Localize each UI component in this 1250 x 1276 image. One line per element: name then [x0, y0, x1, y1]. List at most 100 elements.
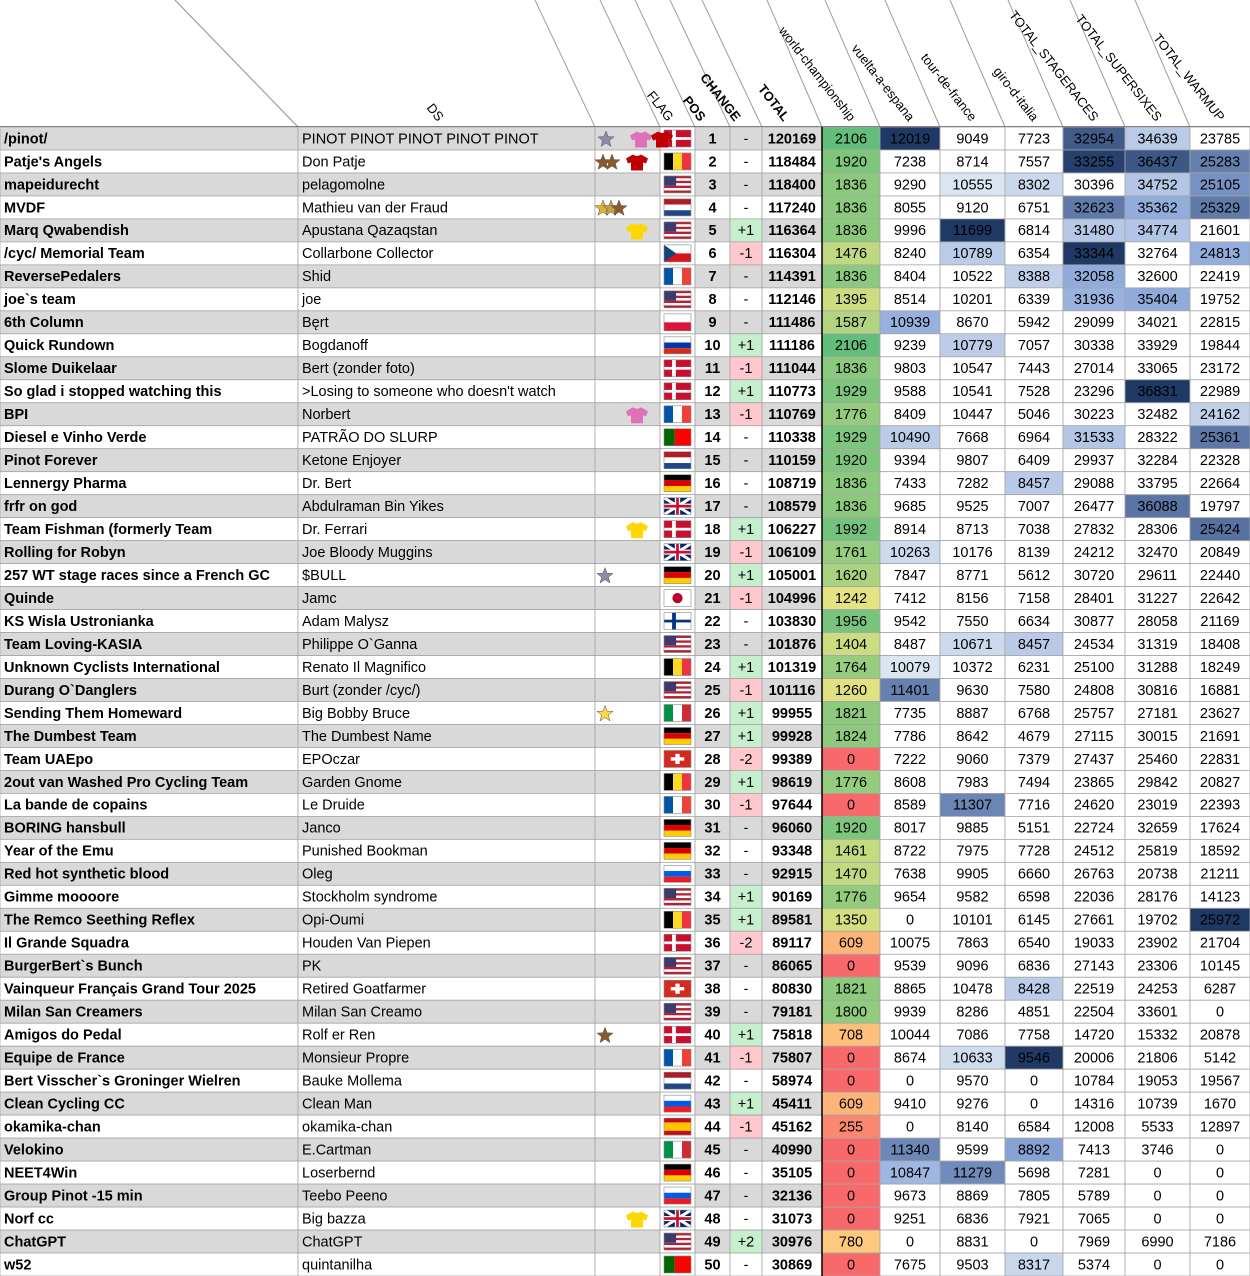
flag-border: [663, 152, 692, 171]
score: 7007: [1018, 499, 1050, 515]
team-name: frfr on god: [4, 499, 77, 515]
flag-part: [682, 152, 691, 170]
score: 21691: [1200, 729, 1240, 745]
change: -: [744, 1188, 749, 1204]
cell: [594, 172, 661, 197]
flag-part: [664, 1100, 691, 1107]
score: 28322: [1137, 430, 1177, 446]
score: 1836: [835, 476, 867, 492]
team-name: ReversePedalers: [4, 269, 121, 285]
score: 1956: [835, 614, 867, 630]
score: 7969: [1078, 1234, 1110, 1250]
flag-part: [664, 825, 691, 831]
score: 22419: [1200, 269, 1240, 285]
team-name: Amigos do Pedal: [4, 1028, 122, 1044]
flag-part: [664, 1017, 691, 1021]
flag-part: [664, 957, 677, 967]
header-divider: [766, 0, 823, 128]
total: 101876: [768, 637, 816, 653]
score: 22724: [1074, 821, 1114, 837]
score: 1670: [1204, 1096, 1236, 1112]
flag-icon: [663, 405, 692, 424]
flag-part: [673, 911, 682, 929]
flag-border: [663, 773, 692, 791]
score: 11699: [953, 223, 992, 239]
flag-part: [682, 704, 691, 722]
ds-name: Milan San Creamo: [302, 1005, 422, 1021]
flag-icon: [663, 244, 692, 263]
score: 10079: [890, 660, 930, 676]
score: 0: [847, 798, 855, 814]
position: 43: [704, 1096, 720, 1112]
team-name: BPI: [4, 407, 28, 423]
score: 31288: [1137, 660, 1177, 676]
score: 7983: [956, 775, 988, 791]
score: 32764: [1137, 246, 1177, 262]
team-name: Quick Rundown: [4, 338, 114, 354]
score: 5942: [1018, 315, 1050, 331]
score: 1929: [835, 384, 867, 400]
score: 33344: [1074, 246, 1114, 262]
score: 6990: [1141, 1234, 1173, 1250]
score: 8140: [956, 1119, 988, 1135]
position: 49: [704, 1234, 720, 1250]
flag-part: [664, 773, 673, 791]
flag-part: [664, 1242, 691, 1246]
flag-part: [664, 188, 691, 191]
flag-part: [664, 302, 691, 306]
score: 9503: [956, 1257, 988, 1273]
flag-part: [664, 681, 691, 684]
flag-part: [664, 848, 691, 854]
flag-border: [663, 819, 692, 837]
team-name: The Remco Seething Reflex: [4, 913, 195, 929]
score: 21806: [1137, 1051, 1177, 1067]
score: 6145: [1018, 913, 1050, 929]
change: -2: [740, 936, 753, 952]
flag-part: [664, 893, 691, 896]
score: 32284: [1137, 453, 1177, 469]
flag-part: [664, 474, 691, 481]
flag-part: [664, 550, 691, 554]
change: -1: [740, 1119, 753, 1135]
score: 1836: [835, 177, 867, 193]
score: 23902: [1137, 936, 1177, 952]
cell: [594, 494, 661, 519]
cell: [594, 425, 661, 450]
team-name: Lennergy Pharma: [4, 476, 127, 492]
cell: [594, 1183, 661, 1208]
total: 31073: [772, 1211, 812, 1227]
flag-icon: [663, 612, 692, 630]
flag-border: [663, 589, 692, 607]
flag-part: [664, 290, 677, 301]
flag-part: [664, 1003, 691, 1006]
flag-border: [663, 658, 692, 676]
flag-part: [664, 642, 691, 646]
total: 30976: [772, 1234, 812, 1250]
score: 9539: [894, 959, 926, 975]
total: 75807: [772, 1051, 812, 1067]
ds-name: PATRÃO DO SLURP: [302, 429, 438, 446]
score: 27181: [1137, 706, 1177, 722]
flag-part: [670, 757, 685, 761]
ds-name: Oleg: [302, 867, 333, 883]
flag-part: [682, 267, 691, 285]
flag-part: [664, 971, 691, 975]
score: 6768: [1018, 706, 1050, 722]
score: 34021: [1137, 315, 1177, 331]
flag-part: [664, 1033, 691, 1037]
score: 8831: [956, 1234, 988, 1250]
flag-part: [664, 696, 691, 699]
team-name: Rolling for Robyn: [4, 545, 126, 561]
score: 8139: [1018, 545, 1050, 561]
flag-part: [664, 210, 691, 216]
team-name: Team Fishman (formerly Team: [4, 522, 212, 538]
score: 19053: [1137, 1073, 1177, 1089]
total: 30869: [772, 1257, 812, 1273]
total: 97644: [772, 798, 812, 814]
change: +1: [738, 1028, 755, 1044]
score: 23296: [1074, 384, 1114, 400]
position: 27: [704, 729, 720, 745]
change: -: [744, 637, 749, 653]
flag-part: [664, 645, 691, 648]
change: -: [744, 982, 749, 998]
